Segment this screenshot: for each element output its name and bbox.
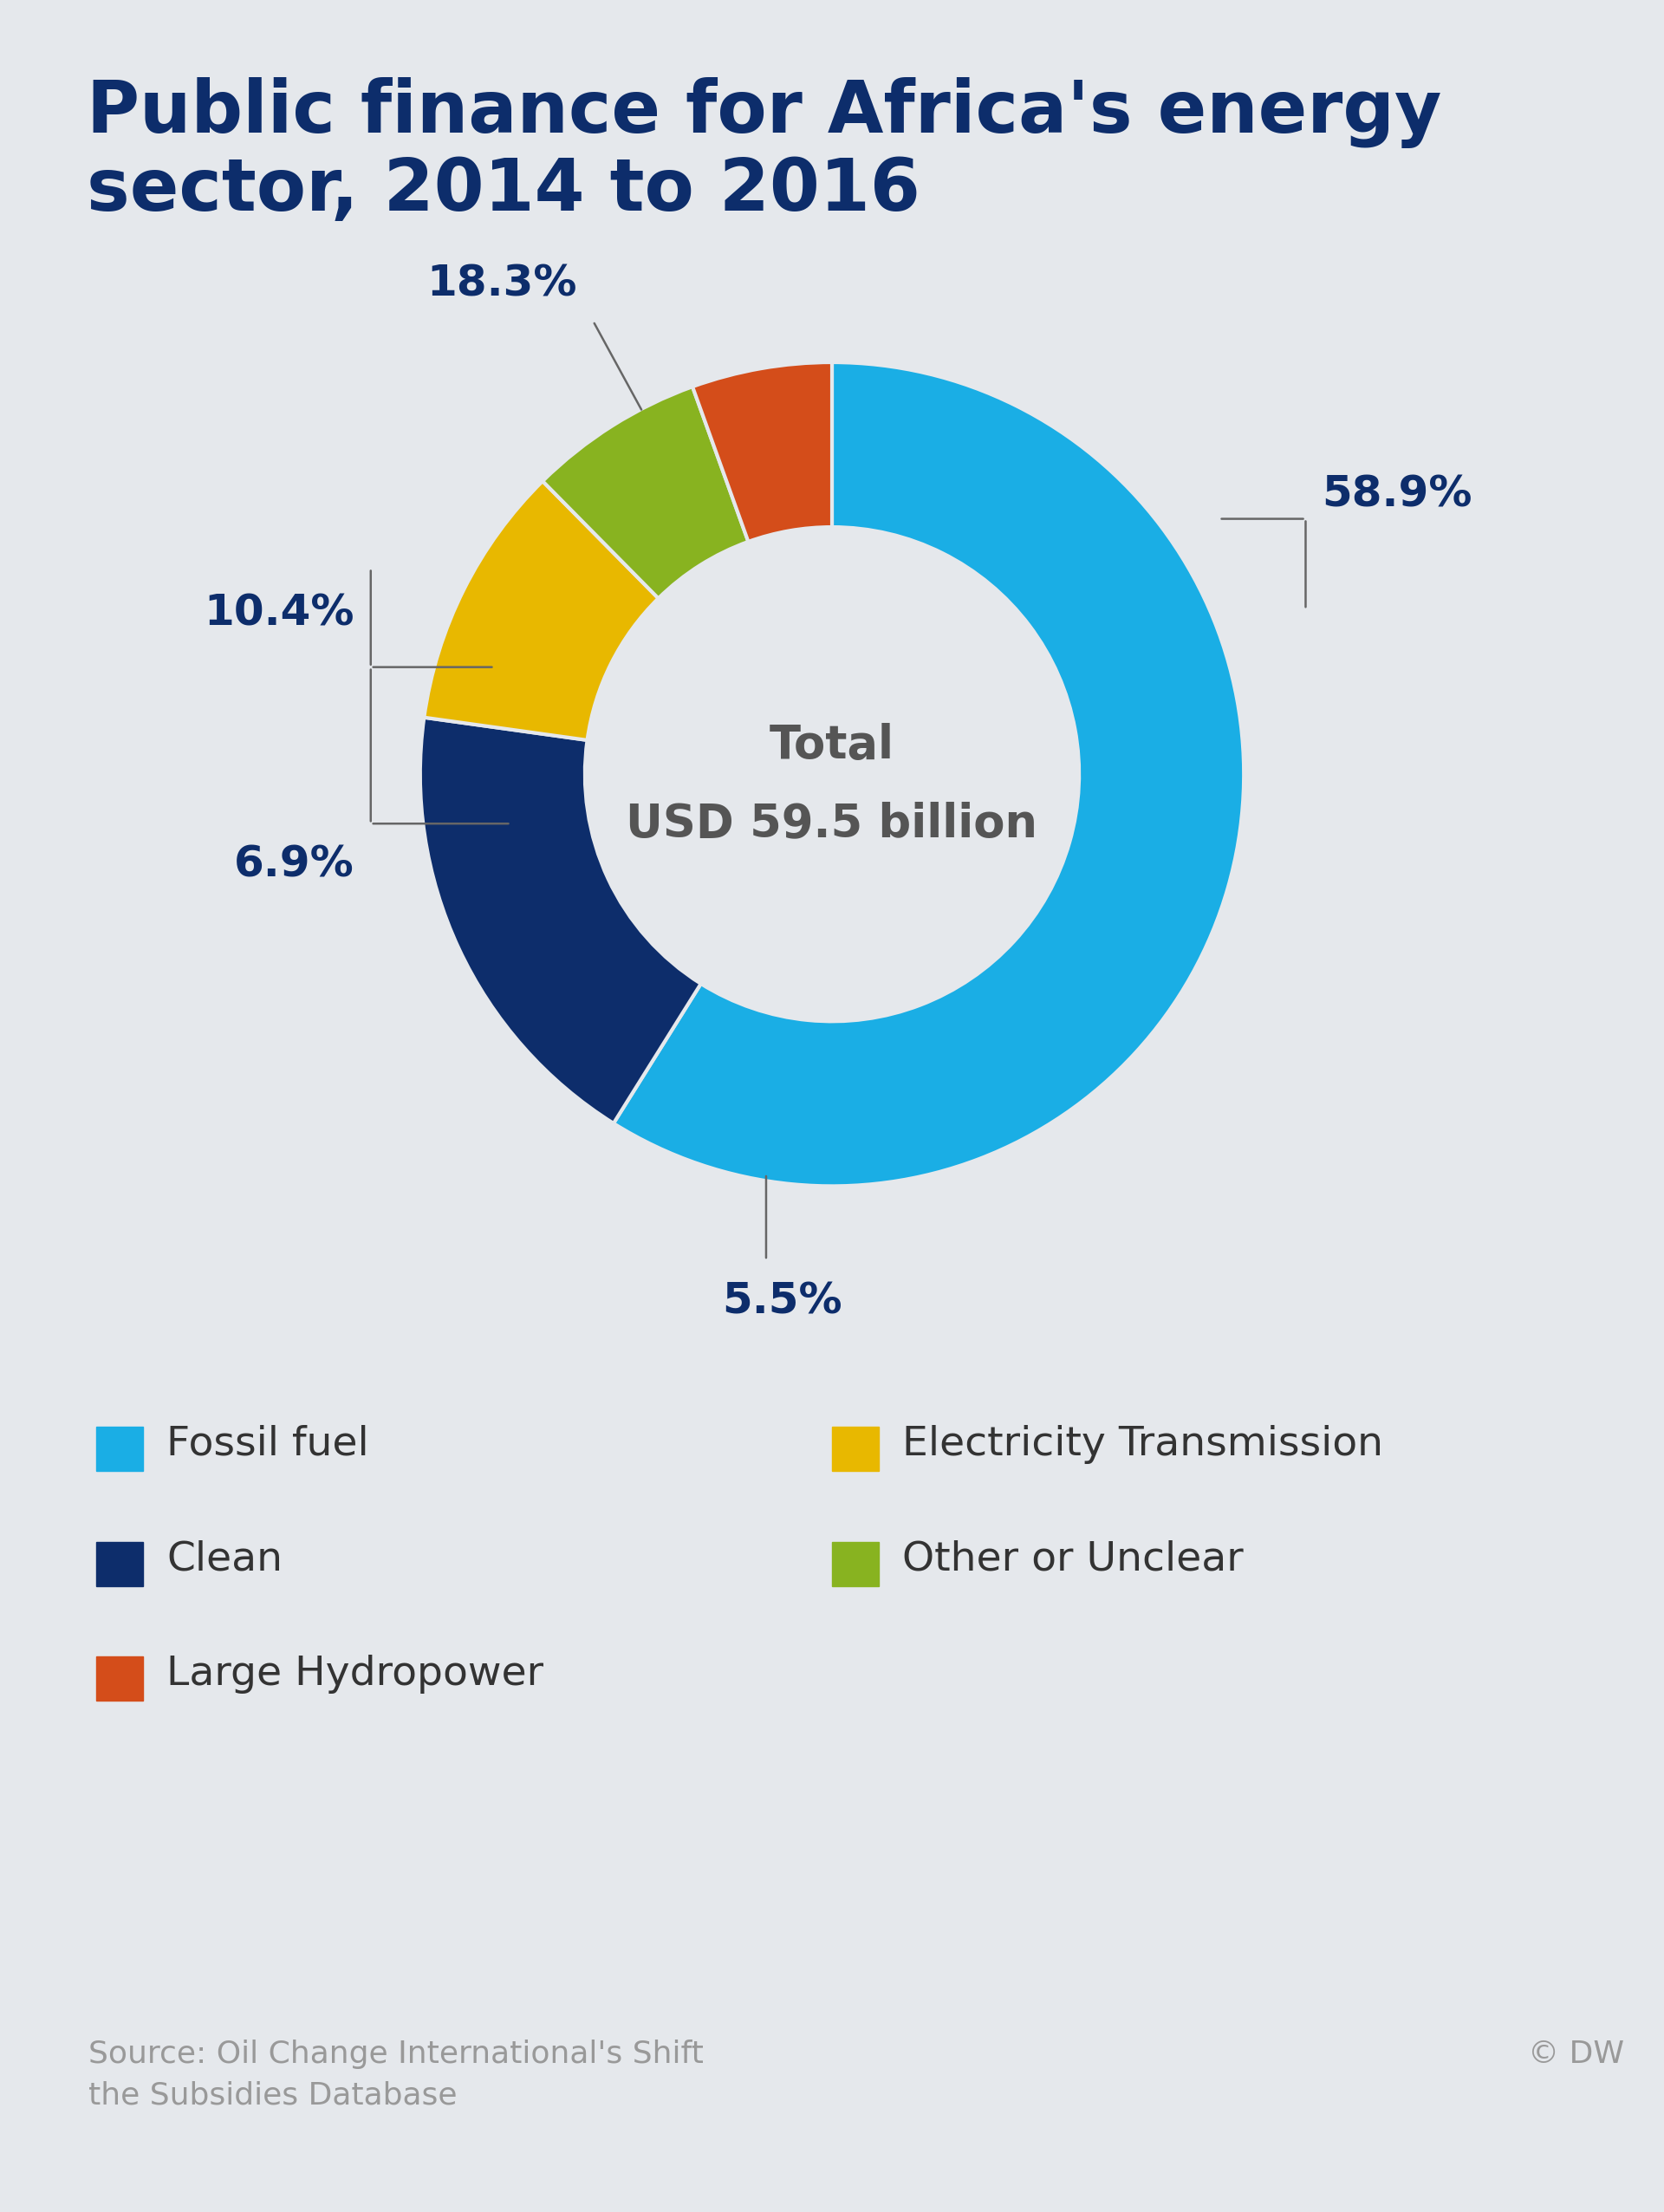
Text: Clean: Clean	[166, 1540, 283, 1579]
Text: Large Hydropower: Large Hydropower	[166, 1655, 544, 1694]
Text: 10.4%: 10.4%	[205, 593, 354, 635]
Wedge shape	[692, 363, 832, 542]
Text: Total: Total	[769, 723, 895, 768]
Wedge shape	[542, 387, 749, 599]
Text: Other or Unclear: Other or Unclear	[902, 1540, 1243, 1579]
Text: USD 59.5 billion: USD 59.5 billion	[626, 801, 1038, 847]
Text: © DW: © DW	[1528, 2039, 1624, 2068]
Text: 6.9%: 6.9%	[235, 845, 354, 885]
Text: sector, 2014 to 2016: sector, 2014 to 2016	[87, 155, 920, 226]
Text: Source: Oil Change International's Shift
the Subsidies Database: Source: Oil Change International's Shift…	[88, 2039, 704, 2110]
Text: Public finance for Africa's energy: Public finance for Africa's energy	[87, 77, 1441, 148]
Wedge shape	[421, 717, 701, 1124]
Text: 58.9%: 58.9%	[1323, 473, 1473, 515]
Text: 18.3%: 18.3%	[426, 263, 577, 305]
Text: Electricity Transmission: Electricity Transmission	[902, 1425, 1383, 1464]
Wedge shape	[424, 482, 659, 741]
Text: Fossil fuel: Fossil fuel	[166, 1425, 369, 1464]
Wedge shape	[614, 363, 1243, 1186]
Text: 5.5%: 5.5%	[722, 1281, 842, 1323]
